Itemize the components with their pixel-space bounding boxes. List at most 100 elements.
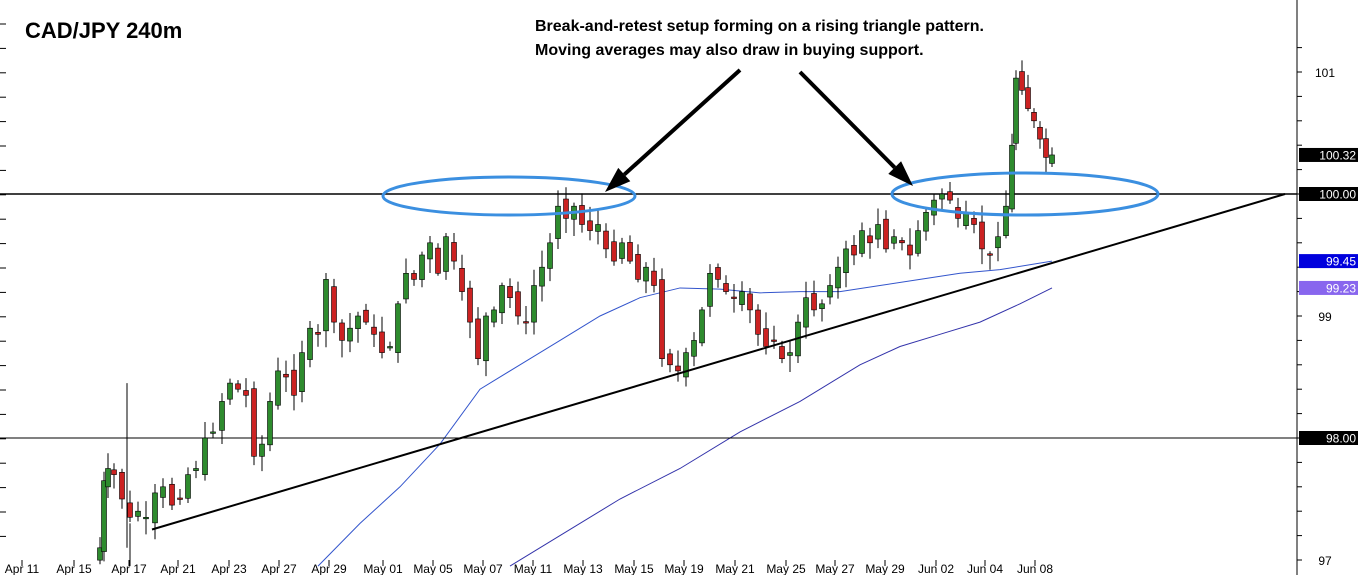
candle-up — [827, 285, 833, 298]
x-tick-label: May 01 — [363, 562, 403, 575]
candle-down — [291, 369, 297, 396]
retest-ellipse-left — [381, 175, 637, 217]
y-tick-label: 97 — [1318, 554, 1332, 568]
candle-up — [547, 242, 553, 269]
candle-up — [1049, 154, 1055, 164]
candle-down — [651, 270, 657, 286]
candle-down — [331, 286, 337, 323]
y-tick-label: 99 — [1318, 310, 1332, 324]
candle-down — [371, 326, 377, 335]
arrow-left-shaft — [622, 68, 742, 177]
moving-average-fast — [317, 260, 1053, 567]
candle-down — [243, 390, 249, 396]
candle-up — [891, 236, 897, 244]
candle-down — [1019, 71, 1025, 91]
candle-up — [1009, 144, 1015, 210]
candle-down — [523, 321, 529, 324]
x-tick-label: May 07 — [463, 562, 503, 575]
candle-down — [627, 242, 633, 262]
x-tick-label: Apr 23 — [211, 562, 247, 575]
price-badge — [1299, 254, 1358, 269]
price-badges: 100.32 100.00 99.45 99.23 98.00 — [1299, 147, 1358, 446]
candle-down — [251, 388, 257, 457]
candle-down — [435, 247, 441, 274]
candle-up — [219, 401, 225, 431]
candle-up — [787, 352, 793, 356]
moving-average-slow — [509, 287, 1053, 567]
candle-up — [683, 352, 689, 378]
candle-down — [475, 318, 481, 360]
x-tick-label: May 05 — [413, 562, 453, 575]
price-badge-label: 99.45 — [1326, 255, 1356, 269]
candle-up — [595, 224, 601, 232]
candle-up — [491, 309, 497, 323]
candle-down — [235, 383, 241, 390]
x-tick-label: Apr 21 — [160, 562, 196, 575]
candle-up — [843, 248, 849, 274]
candle-down — [867, 235, 873, 244]
x-tick-label: May 21 — [715, 562, 755, 575]
candle-up — [699, 309, 705, 344]
candle-down — [883, 218, 889, 250]
annotation-line-1: Break-and-retest setup forming on a risi… — [535, 18, 984, 35]
candle-down — [177, 497, 183, 500]
candle-up — [202, 437, 208, 475]
x-tick-label: Apr 17 — [111, 562, 147, 575]
candle-down — [283, 373, 289, 378]
candle-up — [395, 303, 401, 353]
arrow-right-shaft — [798, 70, 897, 169]
candle-down — [731, 296, 737, 299]
candle-up — [210, 431, 216, 434]
candle-down — [169, 483, 175, 506]
annotation-arrows — [605, 68, 913, 192]
support-resistance-levels — [0, 193, 1297, 439]
candle-up — [539, 266, 545, 287]
candle-up — [143, 516, 149, 520]
candle-down — [363, 309, 369, 323]
candle-down — [755, 309, 761, 335]
price-badge-label: 99.23 — [1326, 281, 1356, 295]
candle-down — [971, 218, 977, 225]
candle-up — [427, 242, 433, 260]
candle-up — [739, 291, 745, 305]
y-tick-label: 101 — [1315, 66, 1335, 80]
candle-down — [1037, 126, 1043, 140]
candle-down — [899, 240, 905, 244]
candle-up — [387, 346, 393, 349]
candle-down — [1025, 87, 1031, 109]
candle-up — [152, 492, 158, 524]
candle-up — [483, 315, 489, 362]
candle-down — [771, 339, 777, 342]
price-badge-label: 100.00 — [1319, 188, 1356, 202]
x-tick-label: May 19 — [664, 562, 704, 575]
candle-up — [105, 468, 111, 488]
price-badge — [1299, 431, 1358, 445]
candle-up — [307, 327, 313, 360]
candle-down — [119, 471, 125, 500]
candle-up — [259, 443, 265, 457]
retest-ellipse-right — [890, 171, 1160, 217]
candle-down — [563, 198, 569, 219]
candle-up — [323, 279, 329, 332]
candle-down — [379, 331, 385, 353]
candle-up — [643, 266, 649, 282]
x-tick-label: May 27 — [815, 562, 855, 575]
highlight-ellipses — [381, 171, 1160, 217]
left-ticks — [0, 23, 6, 537]
candle-up — [1003, 205, 1009, 236]
price-axis: 101 99 97 — [1297, 47, 1335, 568]
trendline-layer — [151, 193, 1286, 531]
candle-up — [299, 352, 305, 392]
candle-down — [111, 469, 117, 475]
price-badge-label: 98.00 — [1326, 432, 1356, 446]
candle-up — [819, 303, 825, 309]
candle-down — [587, 220, 593, 231]
x-tick-label: May 15 — [614, 562, 654, 575]
candle-down — [315, 332, 321, 335]
x-tick-label: May 13 — [563, 562, 603, 575]
candle-down — [907, 244, 913, 256]
candle-down — [723, 283, 729, 292]
candle-down — [779, 346, 785, 359]
candle-up — [160, 486, 166, 498]
candle-up — [923, 212, 929, 232]
